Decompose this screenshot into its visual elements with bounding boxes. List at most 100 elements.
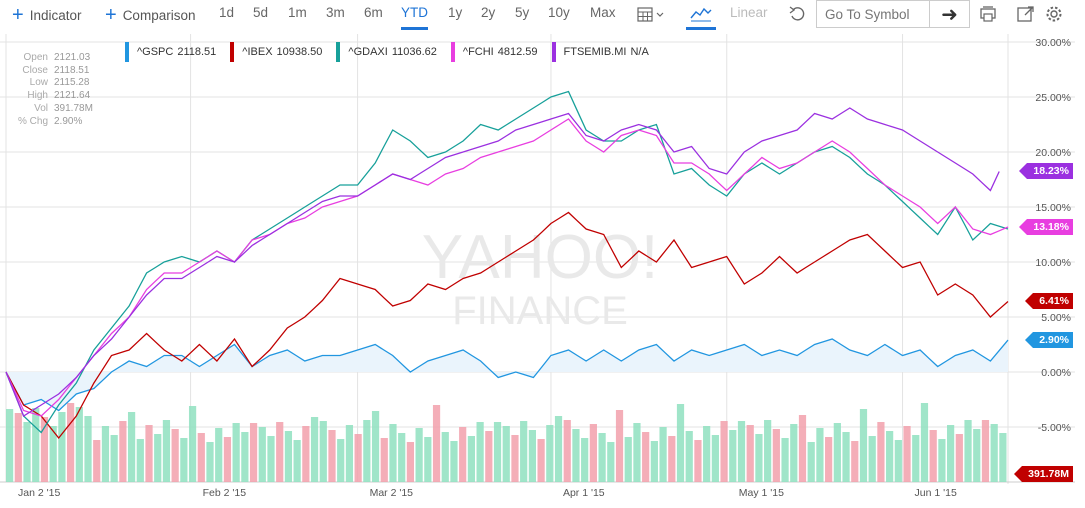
x-tick-label: May 1 '15 [739,487,784,499]
ohlc-row: Low 2115.28 [10,77,93,90]
legend-swatch [551,42,556,62]
chart-type-button[interactable] [634,2,668,26]
y-tick-label: 30.00% [1035,37,1071,49]
plus-icon: + [105,4,117,26]
line-chart-button[interactable] [686,0,716,30]
volume-bar [32,408,40,482]
settings-button[interactable] [1042,2,1066,26]
ohlc-row: Open 2121.03 [10,52,93,65]
legend-swatch [230,42,235,62]
volume-bar [589,424,597,482]
volume-bar [476,422,484,482]
volume-bar [406,442,415,482]
range-max[interactable]: Max [590,5,616,20]
symbol-input[interactable] [817,1,929,27]
reset-button[interactable] [785,2,809,26]
volume-bar [772,429,780,482]
volume-bar [781,438,789,482]
range-1y[interactable]: 1y [448,5,463,20]
volume-bar [145,425,153,482]
x-tick-label: Jun 1 '15 [915,487,957,499]
range-1d[interactable]: 1d [219,5,235,20]
ohlc-row: Vol 391.78M [10,103,93,116]
line-chart-icon [690,7,712,21]
ohlc-value: 2115.28 [54,77,90,89]
volume-bar [894,440,902,482]
range-1m[interactable]: 1m [288,5,307,20]
legend-series-value: N/A [630,46,649,58]
volume-bar [293,440,301,482]
range-ytd[interactable]: YTD [401,0,428,30]
arrow-right-icon: ➜ [941,3,958,26]
y-axis-labels: 30.00% 25.00% 20.00% 15.00% 10.00% 5.00% 0.00%… [1035,37,1071,434]
volume-bar [23,422,31,482]
x-tick-label: Mar 2 '15 [370,487,414,499]
range-6m[interactable]: 6m [364,5,383,20]
series-line-ibex [5,211,1009,440]
volume-bar [886,431,894,482]
undo-icon [789,6,805,21]
range-2y[interactable]: 2y [481,5,496,20]
volume-bar [999,433,1007,482]
volume-bar [659,427,667,482]
volume-bar [912,435,920,482]
legend-item-gdaxi[interactable]: ^GDAXI 11036.62 [336,42,437,62]
legend-series-value: 10938.50 [276,46,323,58]
volume-bar [581,438,589,482]
legend-item-ibex[interactable]: ^IBEX 10938.50 [230,42,322,62]
range-10y[interactable]: 10y [548,5,570,20]
range-5y[interactable]: 5y [515,5,530,20]
x-axis-labels: Jan 2 '15 Feb 2 '15 Mar 2 '15 Apr 1 '15 May … [18,487,957,499]
volume-bar [75,407,83,482]
print-icon [980,6,996,22]
y-tick-label: 0.00% [1041,367,1071,379]
volume-bar [371,411,380,482]
volume-bar [694,440,702,482]
volume-bar [825,437,833,482]
volume-bar [267,436,275,482]
print-button[interactable] [976,2,1000,26]
volume-bar [868,436,876,482]
volume-bar [816,428,824,482]
range-3m[interactable]: 3m [326,5,345,20]
x-tick-label: Jan 2 '15 [18,487,60,499]
chart-area[interactable]: YAHOO! FINANCE 30.00% 25.00% 20.00% 15.00% 1… [0,34,1085,508]
volume-bar [232,423,240,482]
ohlc-value: 2.90% [54,115,83,127]
ohlc-row: % Chg 2.90% [10,116,93,129]
symbol-search-box [816,0,930,28]
volume-bar [223,437,232,482]
comparison-button[interactable]: + Comparison [105,0,195,30]
volume-bar [84,416,92,482]
volume-bar [877,422,885,482]
volume-bar [615,410,624,482]
ohlc-key: Vol [34,102,48,114]
go-button[interactable]: ➜ [930,0,970,28]
volume-bar [6,409,14,482]
volume-bar [676,404,685,482]
range-5d[interactable]: 5d [253,5,269,20]
indicator-button[interactable]: + Indicator [12,0,81,30]
volume-bar [441,432,449,482]
y-tick-label: 20.00% [1035,147,1071,159]
volume-bar [215,428,223,482]
volume-bar [40,417,49,482]
legend-item-gspc[interactable]: ^GSPC 2118.51 [125,42,216,62]
volume-bar [398,433,406,482]
ohlc-panel: Open 2121.03 Close 2118.51 Low 2115.28 High 212… [10,52,93,128]
volume-bar [154,434,162,482]
volume-bar [650,441,658,482]
volume-bar [807,442,815,482]
volume-bar [432,405,441,482]
volume-bar [964,420,972,482]
expand-button[interactable] [1014,2,1038,26]
legend-item-fchi[interactable]: ^FCHI 4812.59 [450,42,538,62]
volume-bar [66,403,75,482]
legend-series-name: ^FCHI [462,46,494,58]
last-value-tag: 18.23% [1019,163,1073,180]
volume-bar [424,437,432,482]
volume-bar [415,428,423,482]
volume-bar [467,436,476,482]
scale-linear[interactable]: Linear [730,5,768,20]
legend-item-ftsemib[interactable]: FTSEMIB.MI N/A [551,42,649,62]
